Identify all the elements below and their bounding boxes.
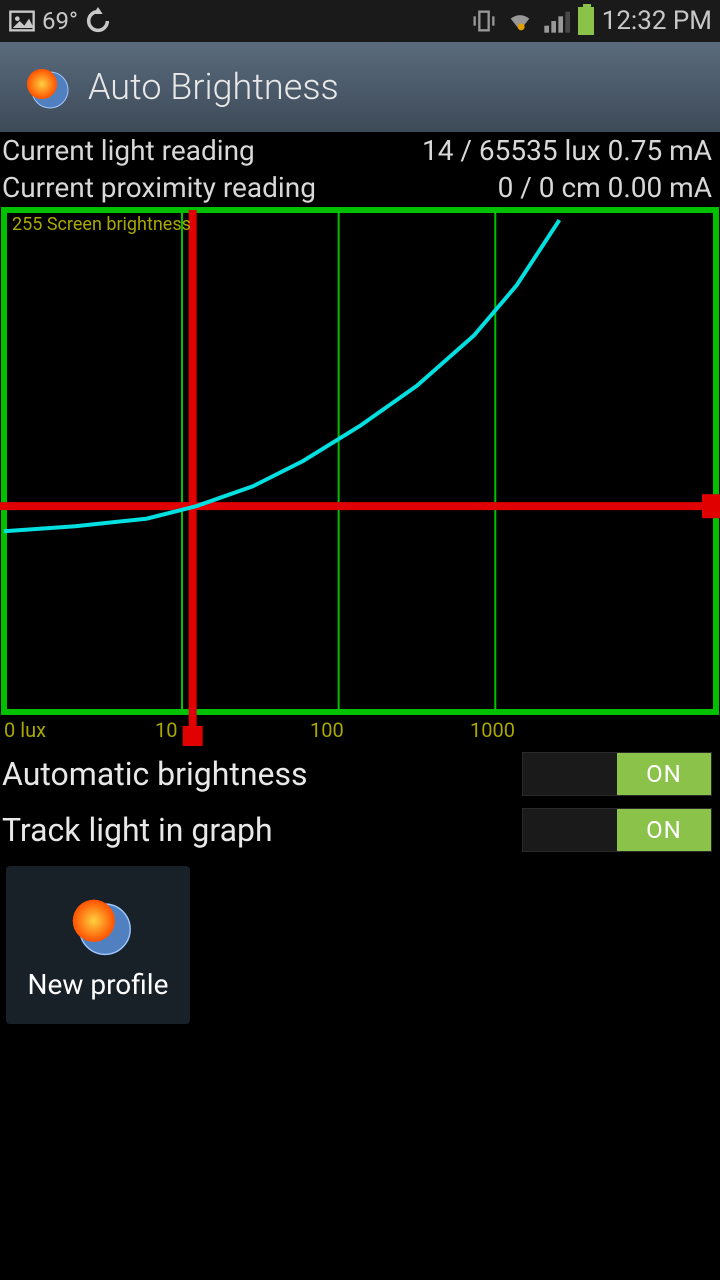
chart-x-tick-100: 100 [310,718,344,742]
chart-x-tick-1000: 1000 [470,718,515,742]
chart-canvas [0,206,720,746]
profile-logo-icon [63,890,133,960]
light-reading-label: Current light reading [2,134,255,167]
new-profile-label: New profile [28,968,169,1001]
proximity-reading-value: 0 / 0 cm 0.00 mA [498,171,712,204]
chart-y-axis-label: 255 Screen brightness [12,214,191,235]
new-profile-button[interactable]: New profile [6,866,190,1024]
track-light-row: Track light in graph ON [0,802,720,858]
picture-icon [8,7,36,35]
auto-brightness-toggle[interactable]: ON [522,752,712,796]
refresh-icon [84,7,112,35]
proximity-reading-label: Current proximity reading [2,171,316,204]
track-light-toggle[interactable]: ON [522,808,712,852]
signal-icon [542,7,570,35]
chart-x-min-label: 0 lux [4,718,46,742]
status-temp: 69° [42,7,78,35]
battery-icon [578,7,594,35]
status-left: 69° [8,7,112,35]
auto-brightness-label: Automatic brightness [2,755,522,793]
app-logo-icon [20,62,70,112]
brightness-chart[interactable]: 255 Screen brightness 0 lux 10 100 1000 [0,206,720,746]
status-bar: 69° 12:32 PM [0,0,720,42]
chart-x-tick-10: 10 [155,718,177,742]
auto-brightness-row: Automatic brightness ON [0,746,720,802]
track-light-label: Track light in graph [2,811,522,849]
toggle-off-side [523,809,617,851]
status-right: 12:32 PM [470,6,712,36]
toggle-on-side: ON [617,753,711,795]
status-time: 12:32 PM [602,6,712,36]
proximity-reading-row: Current proximity reading 0 / 0 cm 0.00 … [0,169,720,206]
light-reading-value: 14 / 65535 lux 0.75 mA [422,134,712,167]
vibrate-icon [470,7,498,35]
app-title: Auto Brightness [88,66,339,108]
wifi-icon [506,7,534,35]
toggle-on-side: ON [617,809,711,851]
toggle-off-side [523,753,617,795]
light-reading-row: Current light reading 14 / 65535 lux 0.7… [0,132,720,169]
app-header: Auto Brightness [0,42,720,132]
